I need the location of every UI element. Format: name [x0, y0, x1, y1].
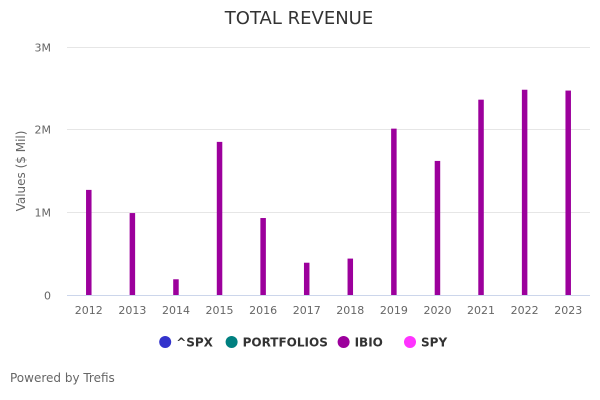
bar-ibio-2017[interactable] — [303, 262, 310, 295]
x-axis-ticks: 2012 2013 2014 2015 2016 2017 2018 2019 2020 2021… — [75, 304, 582, 317]
bar-ibio-2014[interactable] — [173, 279, 179, 295]
legend-item-ibio[interactable]: IBIO — [337, 336, 383, 350]
x-tick-label: 2023 — [554, 304, 582, 317]
x-tick-label: 2014 — [162, 304, 190, 317]
bar-ibio-2012[interactable] — [86, 189, 92, 295]
legend-marker — [225, 336, 238, 348]
legend-marker — [159, 336, 172, 348]
legend-label: IBIO — [355, 336, 383, 350]
bar-ibio-2019[interactable] — [391, 128, 397, 295]
legend-marker — [404, 336, 416, 348]
legend-label: PORTFOLIOS — [243, 336, 328, 350]
y-axis-ticks: 0 1M 2M 3M — [35, 42, 52, 303]
x-tick-label: 2017 — [293, 304, 321, 317]
bar-ibio-2021[interactable] — [478, 99, 484, 295]
x-tick-label: 2015 — [206, 304, 234, 317]
x-tick-label: 2021 — [467, 304, 495, 317]
x-tick-label: 2018 — [336, 304, 364, 317]
powered-by-credit[interactable]: Powered by Trefis — [10, 371, 115, 385]
bars — [86, 89, 571, 295]
y-tick-label: 0 — [44, 290, 51, 303]
y-tick-label: 2M — [35, 124, 52, 137]
x-tick-label: 2012 — [75, 304, 103, 317]
x-tick-label: 2022 — [511, 304, 539, 317]
legend-label: SPY — [421, 336, 447, 350]
bar-ibio-2023[interactable] — [565, 90, 571, 295]
x-tick-label: 2019 — [380, 304, 408, 317]
x-tick-label: 2016 — [249, 304, 277, 317]
bar-ibio-2016[interactable] — [260, 218, 266, 295]
x-tick-label: 2020 — [423, 304, 451, 317]
legend: ^SPX PORTFOLIOS IBIO SPY — [159, 336, 447, 350]
bar-ibio-2020[interactable] — [434, 160, 441, 295]
bar-ibio-2013[interactable] — [129, 213, 136, 295]
grid-lines — [67, 47, 590, 213]
legend-label: ^SPX — [176, 336, 213, 350]
x-tick-label: 2013 — [118, 304, 146, 317]
y-tick-label: 1M — [35, 207, 52, 220]
bar-ibio-2022[interactable] — [521, 89, 528, 295]
legend-marker — [337, 336, 350, 348]
legend-item-portfolios[interactable]: PORTFOLIOS — [225, 336, 328, 350]
bar-ibio-2015[interactable] — [216, 141, 223, 295]
legend-item-spy[interactable]: SPY — [404, 336, 447, 350]
chart-title: TOTAL REVENUE — [224, 8, 373, 29]
legend-item-spx[interactable]: ^SPX — [159, 336, 214, 350]
y-tick-label: 3M — [35, 42, 52, 55]
y-axis-label: Values ($ Mil) — [14, 131, 28, 212]
bar-ibio-2018[interactable] — [347, 258, 354, 295]
